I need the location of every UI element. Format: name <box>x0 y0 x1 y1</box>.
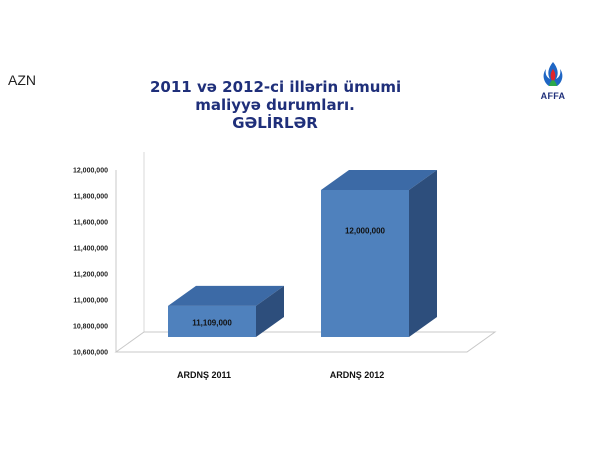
data-label: 11,109,000 <box>192 318 232 327</box>
bar-front <box>168 305 256 337</box>
y-axis: 10,600,000 10,800,000 11,000,000 11,200,000… <box>73 152 145 357</box>
affa-logo: AFFA <box>536 60 570 106</box>
y-tick-label: 12,000,000 <box>73 168 108 175</box>
bar-side <box>409 170 437 337</box>
y-tick-label: 11,200,000 <box>73 272 108 279</box>
data-label: 12,000,000 <box>345 227 386 236</box>
y-tick-label: 10,800,000 <box>73 324 108 331</box>
category-label: ARDNŞ 2011 <box>177 370 231 380</box>
bar-top <box>321 170 437 190</box>
bar-side <box>256 285 284 337</box>
affa-logo-text: AFFA <box>540 91 566 101</box>
unit-label: AZN <box>8 72 36 88</box>
labels: 11,109,000 ARDNŞ 2011 12,000,000 ARDNŞ 2012 <box>177 227 386 381</box>
chart-title-line-2: maliyyə durumları. <box>195 96 355 114</box>
y-tick-label: 11,400,000 <box>73 246 108 253</box>
y-tick-label: 11,800,000 <box>73 194 108 201</box>
category-label: ARDNŞ 2012 <box>330 370 385 380</box>
chart-title: 2011 və 2012-ci illərin ümumi maliyyə du… <box>150 78 402 132</box>
bars <box>168 170 437 337</box>
y-tick-label: 10,600,000 <box>73 350 108 357</box>
y-tick-label: 11,000,000 <box>73 298 108 305</box>
chart-title-line-3: GƏLİRLƏR <box>232 114 318 132</box>
y-tick-label: 11,600,000 <box>73 220 108 227</box>
bar-top <box>168 285 284 306</box>
bar-front <box>321 190 409 337</box>
affa-flame-icon <box>543 62 563 86</box>
chart-title-line-1: 2011 və 2012-ci illərin ümumi <box>150 78 402 96</box>
